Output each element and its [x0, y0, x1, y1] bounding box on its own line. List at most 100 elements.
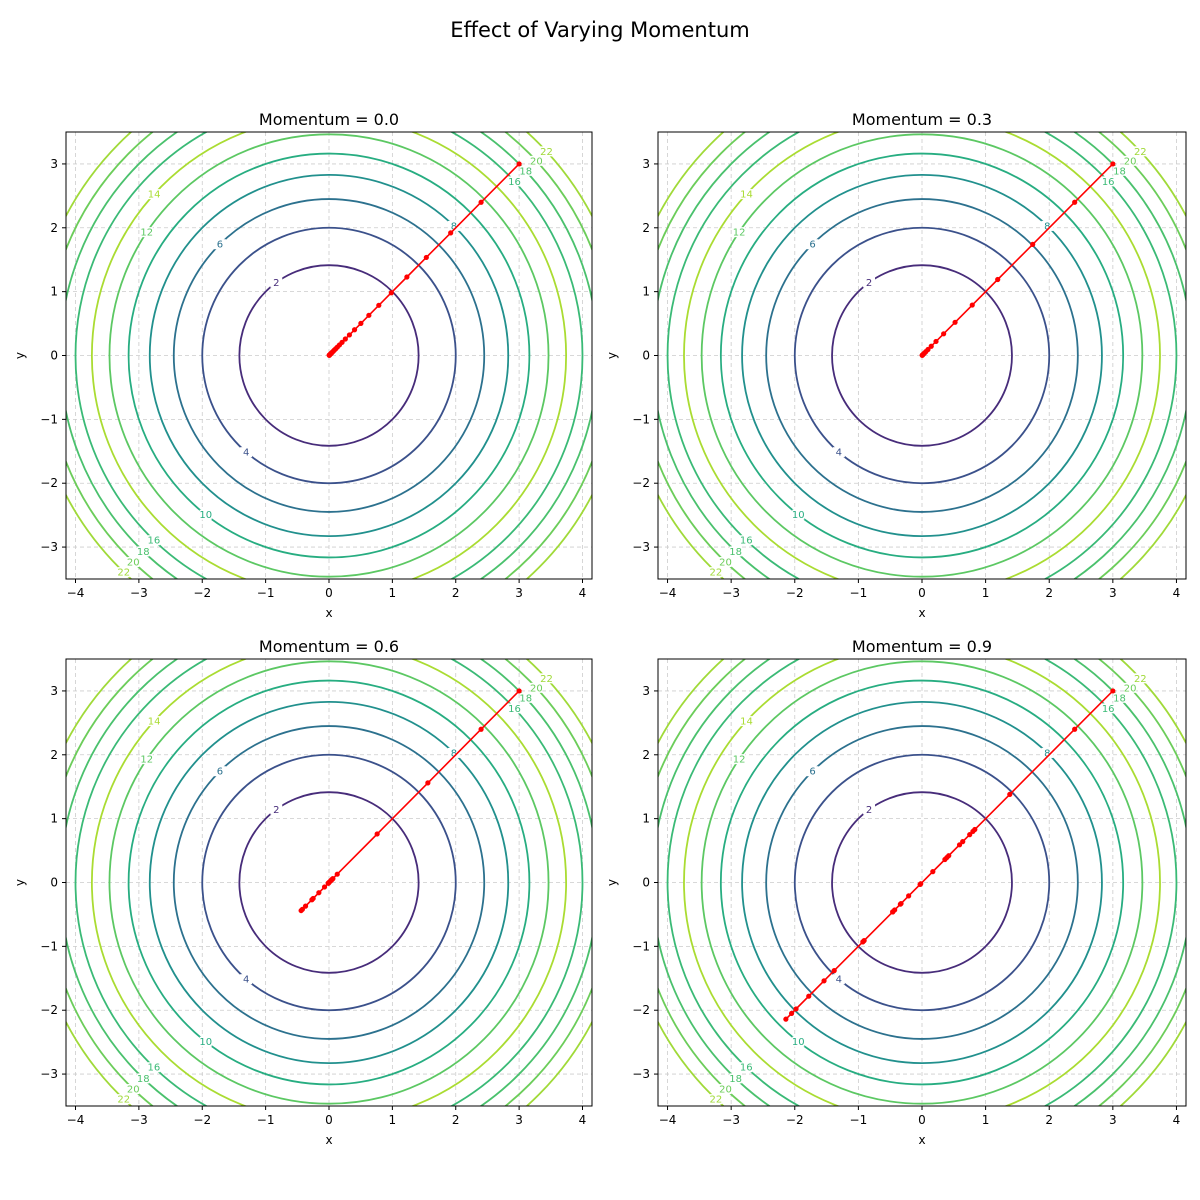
contour-level-16 [74, 659, 584, 1106]
y-tick-label: 3 [642, 684, 650, 698]
x-tick-label: −3 [722, 586, 740, 600]
subplot-title: Momentum = 0.3 [852, 110, 992, 129]
contour-label-bg [540, 146, 553, 157]
contour-label: 18 [729, 1074, 742, 1085]
y-tick-label: −1 [632, 412, 650, 426]
y-tick-label: 1 [50, 285, 58, 299]
contour-label-bg [519, 165, 532, 176]
contour-level-4 [201, 753, 457, 1012]
contour-label-bg [832, 447, 845, 458]
contour-level-12 [700, 133, 1144, 578]
x-tick-label: −3 [722, 1113, 740, 1127]
path-point [919, 352, 925, 358]
contour-label-bg [199, 1036, 212, 1047]
path-point [298, 907, 304, 914]
contour-level-16 [666, 132, 1178, 579]
x-tick-label: −3 [130, 586, 148, 600]
x-axis-label: x [325, 606, 332, 620]
y-tick-label: −3 [40, 540, 58, 554]
contour-label-bg [508, 176, 521, 187]
contour-label: 18 [519, 166, 532, 177]
contour-label-bg [709, 1094, 722, 1105]
contour-level-6 [172, 198, 486, 513]
x-tick-label: −2 [786, 1113, 804, 1127]
contour-label-bg [213, 239, 226, 250]
path-point [376, 302, 382, 308]
path-point [788, 1010, 795, 1017]
contour-label: 16 [1102, 704, 1115, 715]
contour-label-bg [270, 804, 283, 815]
path-point [890, 909, 896, 915]
path-point [831, 968, 837, 974]
contour-label: 14 [148, 190, 161, 201]
contour-label-bg [792, 509, 805, 520]
contour-label-bg [508, 703, 521, 714]
contour-level-10 [127, 152, 531, 559]
path-point [897, 901, 903, 907]
contour-label-bg [740, 716, 753, 727]
y-tick-label: −2 [40, 476, 58, 490]
contour-label: 6 [217, 767, 223, 778]
x-tick-label: −4 [659, 1113, 677, 1127]
contour-label-bg [137, 1073, 150, 1084]
contour-label: 8 [1044, 221, 1050, 232]
contour-label-bg [240, 447, 253, 458]
contour-label-bg [540, 673, 553, 684]
y-tick-label: 2 [50, 748, 58, 762]
contour-label: 2 [273, 278, 279, 289]
contour-label: 20 [127, 1085, 140, 1096]
x-tick-label: 4 [1173, 586, 1181, 600]
contour-label-bg [447, 747, 460, 758]
contour-label: 10 [199, 1037, 212, 1048]
contour-label: 16 [508, 704, 521, 715]
contour-label-bg [863, 277, 876, 288]
contour-level-10 [127, 679, 531, 1086]
contour-group [66, 659, 592, 1106]
contour-label-bg [117, 567, 130, 578]
contour-label: 4 [836, 975, 842, 986]
contour-level-2 [831, 264, 1013, 447]
path-point [423, 254, 429, 261]
path-point [967, 832, 973, 838]
contour-label: 22 [540, 674, 553, 685]
path-point [346, 332, 353, 338]
contour-level-4 [793, 226, 1051, 485]
x-axis-label: x [325, 1133, 332, 1147]
contour-label: 2 [273, 805, 279, 816]
path-point [956, 842, 963, 848]
contour-label: 2 [866, 278, 872, 289]
contour-group [66, 132, 592, 579]
path-point [928, 343, 934, 349]
contour-label: 12 [733, 755, 746, 766]
path-point [366, 312, 372, 318]
contour-label-bg [719, 1084, 732, 1095]
x-tick-label: −2 [193, 1113, 211, 1127]
contour-label-bg [127, 1084, 140, 1095]
y-tick-label: −1 [40, 412, 58, 426]
x-tick-label: −2 [786, 586, 804, 600]
contour-label: 16 [148, 1063, 161, 1074]
x-tick-label: −4 [659, 586, 677, 600]
contour-label: 20 [127, 558, 140, 569]
y-tick-label: 3 [50, 684, 58, 698]
x-tick-label: 1 [982, 1113, 990, 1127]
path-point [425, 780, 431, 786]
contour-label: 14 [740, 717, 753, 728]
contour-label: 16 [1102, 177, 1115, 188]
x-tick-label: 2 [452, 586, 460, 600]
contour-level-8 [148, 173, 510, 538]
path-point [860, 939, 866, 945]
path-line [921, 163, 1114, 356]
contour-label: 16 [740, 1063, 753, 1074]
path-point [516, 161, 522, 167]
contour-label-bg [1124, 682, 1137, 693]
contour-label: 20 [719, 558, 732, 569]
y-tick-label: −1 [632, 939, 650, 953]
path-point [351, 327, 358, 333]
contour-label: 10 [792, 510, 805, 521]
contour-level-10 [719, 679, 1125, 1086]
path-point [1072, 199, 1078, 205]
y-tick-label: −3 [632, 1067, 650, 1081]
